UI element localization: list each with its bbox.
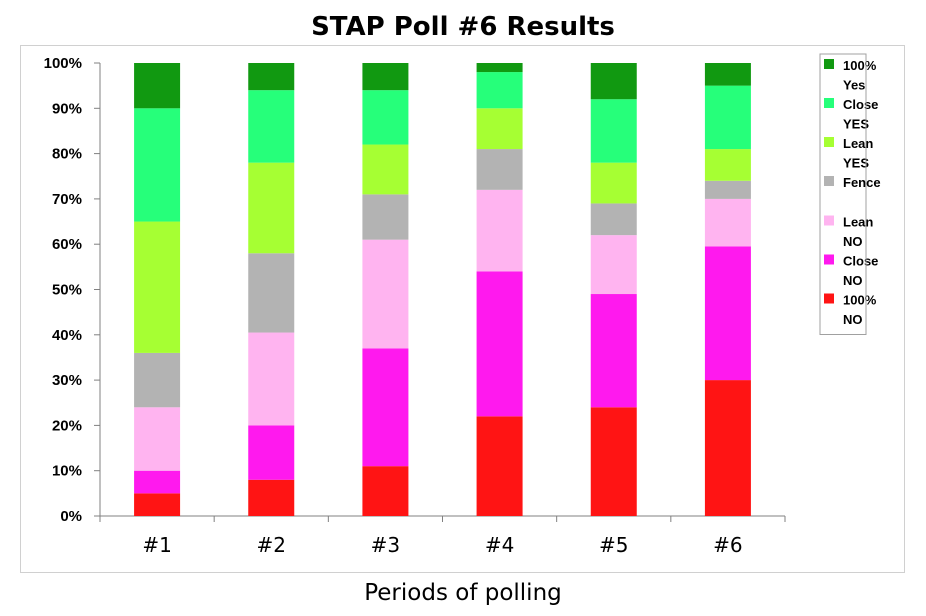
x-category-label: #3 [371,533,400,557]
bar-segment-lean-no [704,198,751,247]
bar-segment-100-no [362,466,409,516]
bar-segment-100-no [134,493,181,516]
y-tick-label: 60% [52,236,82,253]
bar-segment-lean-yes [590,162,637,204]
y-tick-label: 90% [52,100,82,117]
bar-segment-lean-yes [362,144,409,195]
bar-segment-lean-no [590,235,637,295]
bar-segment-fence [590,203,637,236]
bar-segment-fence [362,194,409,240]
bar-segment-close-yes [362,90,409,145]
bar-segment-lean-yes [476,108,523,150]
y-tick-label: 40% [52,327,82,344]
legend-label: NO [843,312,863,327]
legend-label: YES [843,117,869,132]
bar-segment-close-no [134,470,181,494]
bar-segment-close-yes [248,90,295,163]
chart-title: STAP Poll #6 Results [311,12,615,42]
x-category-label: #5 [599,533,628,557]
legend-swatch-fence [824,176,834,186]
y-tick-label: 20% [52,417,82,434]
bar-segment-fence [704,180,751,199]
y-tick-label: 0% [60,508,82,525]
legend-label: Fence [843,175,881,190]
bar-segment-lean-yes [704,149,751,181]
bar-segment-fence [134,352,181,408]
bar-segment-fence [248,253,295,333]
bar-segment-close-no [476,271,523,417]
bar-segment-100-yes [134,63,181,109]
y-tick-label: 10% [52,463,82,480]
x-category-label: #1 [142,533,171,557]
bar-segment-close-yes [704,85,751,150]
legend-label: 100% [843,58,877,73]
bar-segment-lean-no [362,239,409,349]
legend-swatch-100-yes [824,59,834,69]
bar-segment-fence [476,149,523,190]
y-tick-label: 100% [44,55,82,72]
x-category-label: #6 [713,533,742,557]
bar-segment-close-no [704,246,751,381]
x-axis-title: Periods of polling [364,580,562,606]
bar-segment-100-yes [248,63,295,91]
bar-segment-close-yes [134,108,181,222]
legend-label: YES [843,156,869,171]
bar-segment-close-no [362,348,409,467]
legend-label: Yes [843,78,865,93]
legend-label: NO [843,234,863,249]
bar-segment-100-no [248,479,295,516]
legend-label: Close [843,254,878,269]
bar-segment-100-yes [476,63,523,73]
bar-segment-100-no [590,407,637,516]
legend-swatch-100-no [824,293,834,304]
bar-segment-lean-yes [248,162,295,254]
bar-segment-lean-no [134,407,181,471]
legend-swatch-lean-yes [824,137,834,147]
x-category-label: #2 [257,533,286,557]
x-category-label: #4 [485,533,514,557]
legend-label: Lean [843,215,873,230]
bar-segment-100-yes [590,63,637,100]
legend-swatch-close-yes [824,98,834,108]
y-tick-label: 50% [52,282,82,299]
legend-label: 100% [843,293,877,308]
bar-segment-close-yes [476,72,523,109]
bar-segment-100-yes [704,63,751,86]
legend-label: NO [843,273,863,288]
bar-segment-lean-no [476,189,523,272]
bar-segment-lean-yes [134,221,181,353]
legend-swatch-lean-no [824,215,834,226]
bar-segment-close-no [590,294,637,408]
y-tick-label: 80% [52,146,82,163]
legend-box [819,53,867,335]
bar-segment-100-no [476,416,523,516]
bar-segment-100-yes [362,63,409,91]
bar-segment-100-no [704,380,751,516]
y-tick-label: 70% [52,191,82,208]
bar-segment-lean-no [248,332,295,426]
bar-segment-close-yes [590,99,637,163]
legend-label: Lean [843,136,873,151]
legend-label: Close [843,97,878,112]
bar-segment-close-no [248,425,295,480]
y-tick-label: 30% [52,372,82,389]
plot-frame [20,45,905,573]
legend-swatch-close-no [824,254,834,265]
